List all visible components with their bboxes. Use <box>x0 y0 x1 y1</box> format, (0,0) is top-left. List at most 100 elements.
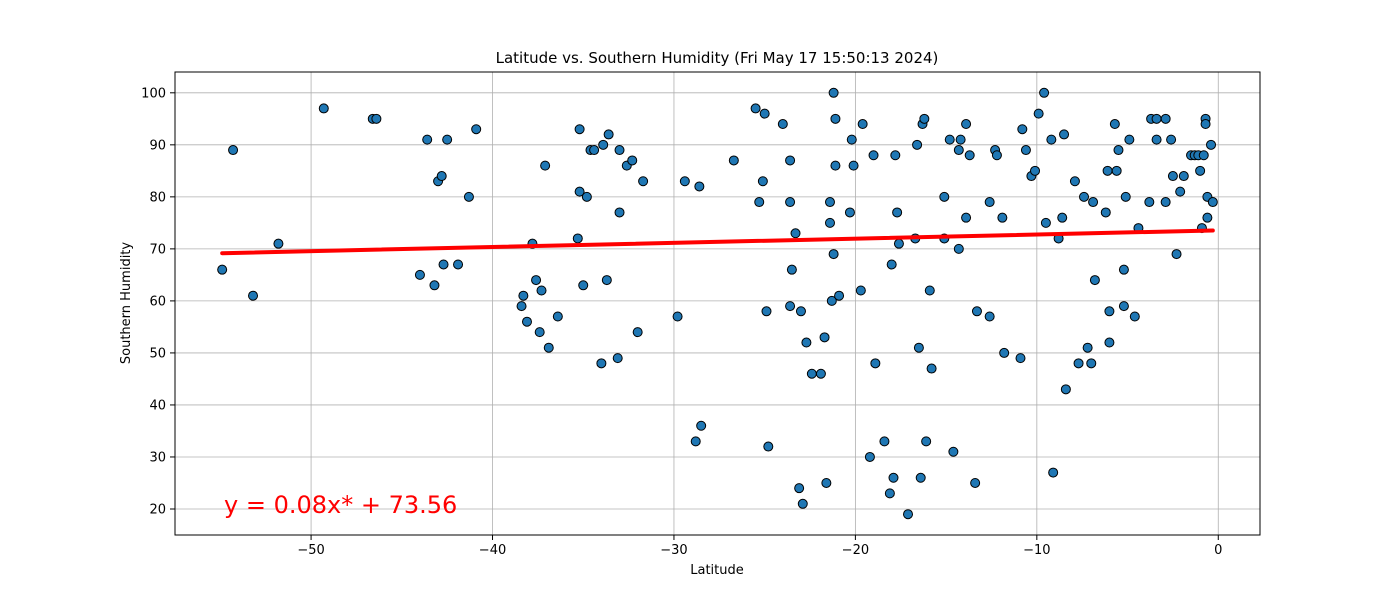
data-point <box>516 301 527 312</box>
x-tick-label: −20 <box>842 543 869 558</box>
data-point <box>961 212 972 223</box>
data-point <box>1057 212 1068 223</box>
data-point <box>830 160 841 171</box>
data-point <box>939 191 950 202</box>
data-point <box>884 488 895 499</box>
data-point <box>834 290 845 301</box>
data-point <box>534 327 545 338</box>
data-point <box>953 145 964 156</box>
plot-area-frame <box>174 71 1261 536</box>
data-point <box>1060 384 1071 395</box>
data-point <box>1033 108 1044 119</box>
data-point <box>471 124 482 135</box>
chart-title: Latitude vs. Southern Humidity (Fri May … <box>496 49 939 67</box>
data-point <box>601 275 612 286</box>
y-tick-label: 70 <box>149 242 166 257</box>
data-point <box>997 212 1008 223</box>
data-point <box>991 150 1002 161</box>
data-point <box>826 295 837 306</box>
data-point <box>924 285 935 296</box>
regression-equation: y = 0.08x* + 73.56 <box>224 491 457 519</box>
data-point <box>574 186 585 197</box>
data-point <box>371 113 382 124</box>
y-tick-label: 40 <box>149 398 166 413</box>
data-point <box>786 264 797 275</box>
data-point <box>1166 134 1177 145</box>
data-point <box>955 134 966 145</box>
data-point <box>672 311 683 322</box>
data-point <box>581 191 592 202</box>
data-point <box>790 228 801 239</box>
data-point <box>1109 119 1120 130</box>
data-point <box>414 269 425 280</box>
regression-line <box>220 228 1215 256</box>
data-point <box>438 259 449 270</box>
data-point <box>1207 197 1218 208</box>
data-point <box>248 290 259 301</box>
data-point <box>855 285 866 296</box>
data-point <box>785 155 796 166</box>
data-point <box>984 311 995 322</box>
data-point <box>819 332 830 343</box>
data-point <box>1178 171 1189 182</box>
data-point <box>1120 191 1131 202</box>
data-point <box>318 103 329 114</box>
data-point <box>830 113 841 124</box>
data-point <box>1160 197 1171 208</box>
data-point <box>1206 139 1217 150</box>
data-point <box>694 181 705 192</box>
data-point <box>614 145 625 156</box>
scatter-points <box>217 87 1218 520</box>
data-point <box>886 259 897 270</box>
axis-ticks: −50 −40 −30 −20 −10 0 20 30 40 50 60 70 80 90 100 <box>141 86 1222 558</box>
data-point <box>926 363 937 374</box>
data-point <box>1086 358 1097 369</box>
y-tick-label: 80 <box>149 190 166 205</box>
data-point <box>1175 186 1186 197</box>
data-point <box>750 103 761 114</box>
data-point <box>1129 311 1140 322</box>
data-point <box>273 238 284 249</box>
data-point <box>921 436 932 447</box>
y-tick-label: 90 <box>149 138 166 153</box>
data-point <box>777 119 788 130</box>
data-point <box>1171 249 1182 260</box>
data-point <box>1104 306 1115 317</box>
data-point <box>912 139 923 150</box>
data-point <box>603 129 614 140</box>
data-point <box>1082 342 1093 353</box>
data-point <box>1151 113 1162 124</box>
data-point <box>1088 197 1099 208</box>
y-tick-label: 100 <box>141 86 166 101</box>
data-point <box>971 306 982 317</box>
data-point <box>944 134 955 145</box>
data-point <box>806 368 817 379</box>
data-point <box>1040 217 1051 228</box>
data-point <box>589 145 600 156</box>
data-point <box>846 134 857 145</box>
data-point <box>596 358 607 369</box>
data-point <box>754 197 765 208</box>
data-point <box>463 191 474 202</box>
data-point <box>531 275 542 286</box>
data-point <box>552 311 563 322</box>
data-point <box>888 472 899 483</box>
y-tick-label: 20 <box>149 502 166 517</box>
data-point <box>627 155 638 166</box>
data-point <box>824 197 835 208</box>
data-point <box>794 483 805 494</box>
data-point <box>1089 275 1100 286</box>
data-point <box>614 207 625 218</box>
y-axis-label: Southern Humidity <box>119 242 134 365</box>
data-point <box>821 477 832 488</box>
x-tick-label: −30 <box>660 543 687 558</box>
data-point <box>1030 165 1041 176</box>
data-point <box>1118 301 1129 312</box>
data-point <box>964 150 975 161</box>
data-point <box>970 477 981 488</box>
data-point <box>999 347 1010 358</box>
data-point <box>795 306 806 317</box>
y-tick-label: 60 <box>149 294 166 309</box>
data-point <box>679 176 690 187</box>
